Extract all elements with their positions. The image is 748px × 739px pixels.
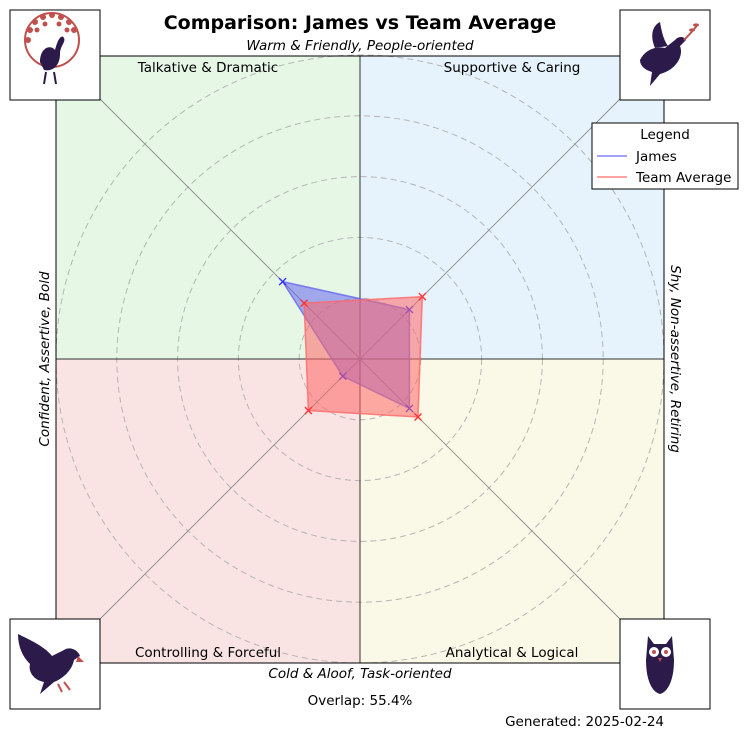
plot-border — [55, 55, 665, 664]
overlap-text: Overlap: 55.4% — [308, 693, 413, 709]
axis-label-left: Confident, Assertive, Bold — [37, 271, 53, 447]
chart-title: Comparison: James vs Team Average — [164, 12, 557, 34]
eagle-icon — [18, 634, 84, 694]
axis-label-right: Shy, Non-assertive, Retiring — [667, 265, 683, 453]
series-layer — [278, 277, 427, 422]
generated-text: Generated: 2025-02-24 — [505, 714, 664, 730]
series-marker-team-average — [418, 292, 427, 301]
dove-icon — [640, 22, 699, 86]
series-marker-team-average — [304, 406, 313, 415]
owl-icon-box — [619, 618, 711, 710]
series-marker-james — [278, 277, 287, 286]
eagle-icon-box — [9, 618, 101, 710]
peacock-icon — [24, 12, 80, 85]
legend-label-james: James — [635, 149, 677, 165]
quadrant-label-supportive: Supportive & Caring — [444, 60, 581, 76]
axis-label-bottom: Cold & Aloof, Task-oriented — [268, 666, 452, 682]
owl-icon — [646, 636, 674, 694]
legend: Legend James Team Average — [591, 122, 739, 190]
quadrant-label-controlling: Controlling & Forceful — [135, 645, 281, 661]
axis-label-top: Warm & Friendly, People-oriented — [246, 38, 474, 54]
dove-icon-box — [619, 9, 711, 101]
series-area-team-average — [303, 295, 424, 418]
legend-title: Legend — [640, 127, 690, 143]
series-marker-team-average — [300, 299, 309, 308]
legend-label-team-average: Team Average — [635, 170, 731, 186]
quadrant-label-talkative: Talkative & Dramatic — [137, 60, 278, 76]
series-marker-team-average — [414, 413, 423, 422]
quadrant-label-analytical: Analytical & Logical — [446, 645, 579, 661]
peacock-icon-box — [9, 9, 101, 101]
